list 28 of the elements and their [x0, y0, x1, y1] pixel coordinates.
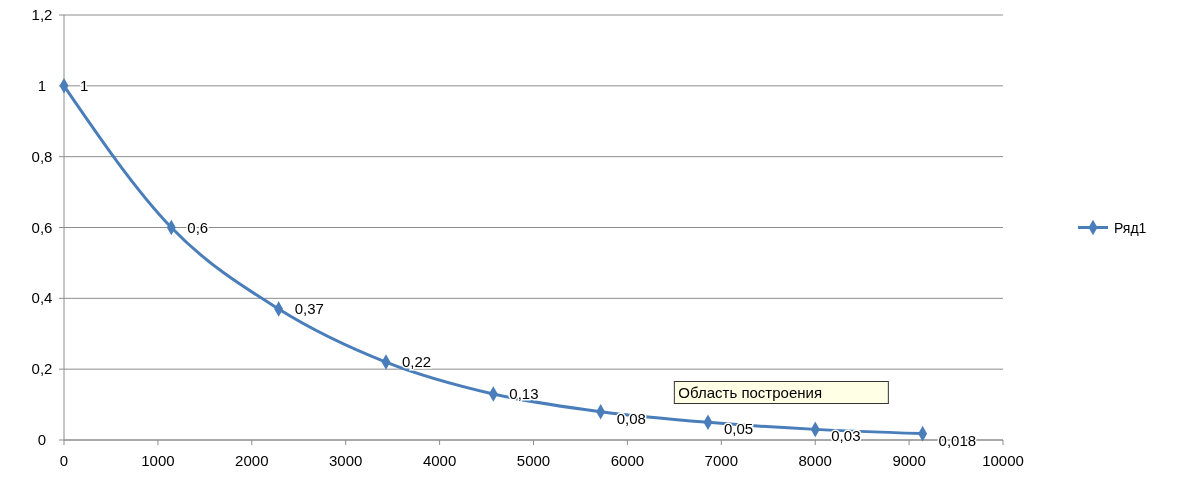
y-tick-label: 0,8 — [31, 147, 53, 165]
data-label: 0,03 — [831, 427, 861, 445]
data-label: 0,13 — [509, 384, 539, 402]
x-tick-label: 8000 — [798, 452, 832, 469]
y-tick-label: 1,2 — [31, 6, 53, 23]
x-tick-label: 2000 — [235, 452, 269, 469]
x-tick-label: 3000 — [329, 452, 363, 469]
y-tick-label: 0,6 — [31, 218, 53, 236]
data-label: 1 — [80, 76, 89, 94]
y-tick-label: 0,4 — [31, 289, 53, 307]
annotation: Область построения — [678, 383, 823, 401]
x-tick-label: 4000 — [422, 452, 457, 469]
y-tick-label: 1 — [37, 76, 47, 94]
x-tick-label: 5000 — [516, 452, 551, 469]
legend-label: Ряд1 — [1114, 219, 1147, 236]
x-tick-label: 0 — [59, 452, 69, 469]
x-tick-label: 1000 — [141, 452, 175, 469]
x-tick-label: 7000 — [704, 452, 738, 469]
x-tick-label: 9000 — [892, 452, 926, 469]
data-label: 0,37 — [294, 299, 324, 317]
data-label: 0,6 — [187, 218, 209, 236]
tooltip-box: Область построения — [673, 381, 889, 404]
x-tick-label: 6000 — [610, 452, 645, 469]
data-label: 0,22 — [401, 353, 432, 371]
x-tick-label: 10000 — [982, 452, 1024, 469]
data-label: 0,018 — [938, 431, 977, 449]
y-tick-label: 0 — [37, 431, 47, 448]
y-tick-label: 0,2 — [31, 360, 53, 378]
